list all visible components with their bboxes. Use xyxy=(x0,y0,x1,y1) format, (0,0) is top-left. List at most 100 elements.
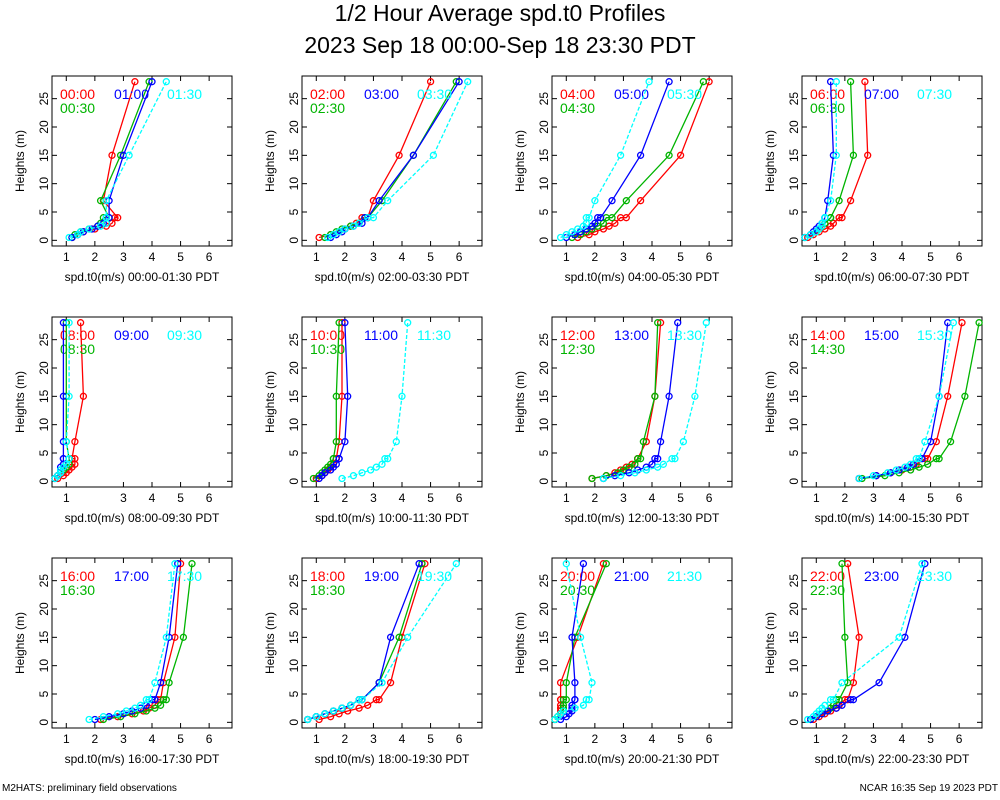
data-point xyxy=(801,233,809,242)
x-tick-label: 2 xyxy=(592,491,599,505)
y-tick-label: 25 xyxy=(37,333,51,347)
data-point xyxy=(576,633,585,641)
data-point xyxy=(85,225,93,233)
data-point xyxy=(608,214,616,222)
y-tick-label: 10 xyxy=(37,177,51,191)
data-point xyxy=(935,392,943,400)
data-point xyxy=(349,472,358,480)
y-tick-label: 0 xyxy=(787,478,801,485)
series-line-1500 xyxy=(858,322,949,480)
legend-label-1400: 14:00 xyxy=(810,327,845,343)
data-point xyxy=(326,713,335,721)
y-tick-label: 5 xyxy=(287,690,301,697)
series-line-1100 xyxy=(318,322,349,479)
data-point xyxy=(338,474,346,483)
data-point xyxy=(151,679,159,687)
data-point xyxy=(858,474,866,483)
data-point xyxy=(691,392,699,400)
y-tick-label: 5 xyxy=(787,449,801,456)
plot-frame xyxy=(51,316,233,488)
data-point xyxy=(596,214,605,222)
legend-label-2030: 20:30 xyxy=(560,582,595,598)
y-tick-label: 0 xyxy=(537,478,551,485)
data-point xyxy=(369,214,378,222)
data-point xyxy=(676,151,685,159)
panel-7: 1 2 3 4 5 6 0 5 10 15 20 25 spd.t0(m/s) 12:00-13:30 … xyxy=(513,316,733,525)
data-point xyxy=(375,197,383,205)
data-point xyxy=(582,214,590,222)
y-tick-label: 10 xyxy=(287,177,301,191)
legend-label-1800: 18:00 xyxy=(310,568,345,584)
y-tick-label: 10 xyxy=(787,659,801,673)
data-point xyxy=(591,197,599,205)
x-tick-label: 1 xyxy=(563,732,570,746)
y-tick-label: 20 xyxy=(787,602,801,616)
y-tick-label: 5 xyxy=(787,208,801,215)
legend-label-1430: 14:30 xyxy=(810,341,845,357)
data-point xyxy=(599,560,608,568)
legend-label-1530: 15:30 xyxy=(917,327,952,343)
legend-label-1500: 15:00 xyxy=(864,327,899,343)
legend-label-1630: 16:30 xyxy=(60,582,95,598)
x-tick-label: 3 xyxy=(370,250,377,264)
data-point xyxy=(651,455,659,463)
data-point xyxy=(659,460,668,468)
data-point xyxy=(404,319,412,327)
y-tick-label: 5 xyxy=(787,690,801,697)
y-tick-label: 20 xyxy=(537,361,551,375)
x-tick-label: 4 xyxy=(149,250,156,264)
data-point xyxy=(358,219,366,227)
x-axis-label: spd.t0(m/s) 06:00-07:30 PDT xyxy=(815,270,970,284)
y-tick-label: 5 xyxy=(37,208,51,215)
legend-label-0730: 07:30 xyxy=(917,86,952,102)
data-point xyxy=(826,696,835,704)
data-point xyxy=(142,696,150,704)
data-point xyxy=(429,151,438,159)
y-tick-label: 0 xyxy=(287,478,301,485)
data-point xyxy=(174,560,182,568)
data-point xyxy=(585,214,593,222)
y-tick-label: 5 xyxy=(37,449,51,456)
x-tick-label: 6 xyxy=(706,732,713,746)
x-tick-label: 2 xyxy=(92,250,99,264)
data-point xyxy=(76,228,85,236)
data-point xyxy=(171,560,179,568)
data-point xyxy=(114,710,122,718)
panel-12: 1 2 3 4 5 6 0 5 10 15 20 25 spd.t0(m/s) 22:00-23:30 … xyxy=(763,557,983,766)
series-line-1430 xyxy=(861,322,980,480)
plot-frame xyxy=(51,75,233,247)
x-tick-label: 5 xyxy=(177,491,184,505)
x-tick-label: 3 xyxy=(370,732,377,746)
legend-label-2330: 23:30 xyxy=(917,568,952,584)
panel-3: 1 2 3 4 5 6 0 5 10 15 20 25 spd.t0(m/s) 04:00-05:30 … xyxy=(513,75,733,284)
data-point xyxy=(329,231,338,239)
data-point xyxy=(162,78,170,86)
data-point xyxy=(415,560,423,568)
data-point xyxy=(341,225,349,233)
data-point xyxy=(571,696,579,704)
data-point xyxy=(335,228,343,236)
y-tick-label: 15 xyxy=(787,389,801,403)
panel-11: 1 2 3 4 5 6 0 5 10 15 20 25 spd.t0(m/s) 20:00-21:30 … xyxy=(513,557,733,766)
data-point xyxy=(464,78,472,86)
y-tick-label: 0 xyxy=(537,237,551,244)
data-point xyxy=(599,474,608,483)
panel-5: 1 3 4 5 6 0 5 10 15 20 25 spd.t0(m/s) 08:00-09:30 P… xyxy=(13,316,233,525)
data-point xyxy=(145,696,153,704)
panel-8: 1 2 3 4 5 6 0 5 10 15 20 25 spd.t0(m/s) 14:00-15:30 … xyxy=(763,316,983,525)
data-point xyxy=(76,319,85,327)
x-tick-label: 1 xyxy=(313,250,320,264)
data-point xyxy=(65,392,73,400)
data-point xyxy=(96,222,105,230)
y-tick-label: 10 xyxy=(287,659,301,673)
x-axis-label: spd.t0(m/s) 18:00-19:30 PDT xyxy=(315,752,470,766)
data-point xyxy=(344,707,352,715)
series-line-0600 xyxy=(807,81,869,239)
x-tick-label: 1 xyxy=(813,491,820,505)
y-axis-label: Heights (m) xyxy=(513,371,527,433)
data-point xyxy=(622,197,630,205)
data-point xyxy=(838,701,846,709)
data-point xyxy=(304,715,312,724)
x-axis-label: spd.t0(m/s) 14:00-15:30 PDT xyxy=(815,511,970,525)
x-axis-label: spd.t0(m/s) 02:00-03:30 PDT xyxy=(315,270,470,284)
